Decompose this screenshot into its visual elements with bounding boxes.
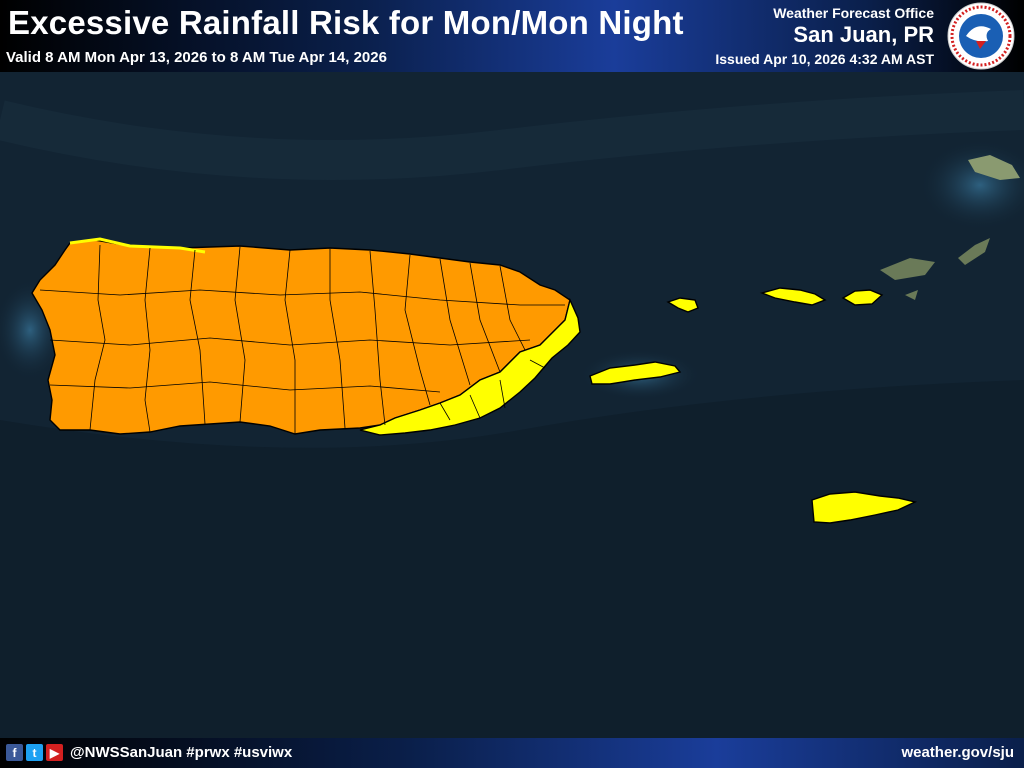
valid-period: Valid 8 AM Mon Apr 13, 2026 to 8 AM Tue … (6, 49, 387, 66)
facebook-icon[interactable]: f (6, 744, 23, 761)
pr-north-marginal-strip (69, 237, 206, 254)
anegada-island (968, 155, 1020, 180)
youtube-icon[interactable]: ▶ (46, 744, 63, 761)
office-label: Weather Forecast Office (773, 5, 934, 21)
vieques-marginal-risk (589, 361, 682, 385)
website-link[interactable]: weather.gov/sju (901, 744, 1014, 761)
twitter-icon[interactable]: t (26, 744, 43, 761)
footer-bar: f t ▶ @NWSSanJuan #prwx #usviwx weather.… (0, 738, 1024, 768)
header-bar: Excessive Rainfall Risk for Mon/Mon Nigh… (0, 0, 1024, 72)
culebra-marginal-risk (666, 297, 699, 313)
office-city: San Juan, PR (793, 22, 934, 47)
map-title: Excessive Rainfall Risk for Mon/Mon Nigh… (8, 4, 684, 41)
st-croix-marginal-risk (811, 491, 918, 524)
st-john-marginal-risk (841, 289, 884, 306)
deep-ocean (0, 380, 1024, 768)
social-icons: f t ▶ (6, 744, 63, 761)
social-handle: @NWSSanJuan #prwx #usviwx (70, 744, 293, 761)
virgin-gorda-island (958, 238, 990, 265)
puerto-rico-marginal-risk (359, 297, 581, 436)
st-thomas-marginal-risk (759, 287, 827, 306)
tortola-island (880, 258, 935, 280)
small-bvi-island (905, 290, 918, 300)
municipality-boundaries (39, 244, 565, 434)
nws-logo (947, 2, 1015, 70)
issued-time: Issued Apr 10, 2026 4:32 AM AST (715, 51, 934, 67)
ocean-ridge (0, 90, 1024, 180)
